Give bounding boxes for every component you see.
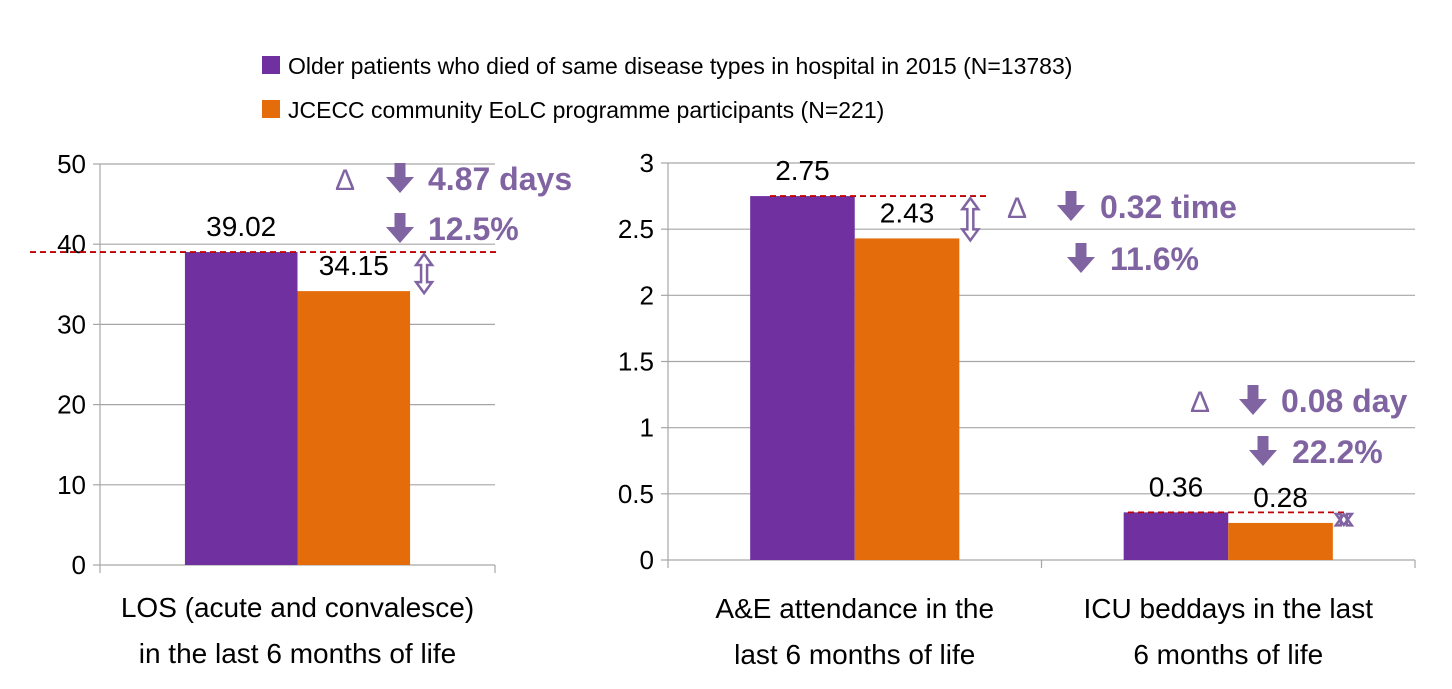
chart-los: 0 10 20 30 40 50 39.02 34.15 Δ 4.87 days 12.5% LOS … <box>30 149 572 669</box>
y-tick-label: 1.5 <box>618 347 654 377</box>
change-label: 4.87 days <box>428 161 572 197</box>
data-label: 0.36 <box>1149 471 1204 502</box>
category-label: A&E attendance in the <box>715 593 994 624</box>
decrease-arrow-icon <box>1249 436 1277 466</box>
y-tick-label: 50 <box>57 149 86 179</box>
percent-label: 22.2% <box>1292 434 1383 470</box>
data-label: 2.43 <box>880 197 935 228</box>
y-tick-label: 10 <box>57 470 86 500</box>
bar-hospital <box>750 196 855 561</box>
y-tick-label: 0 <box>640 545 654 575</box>
difference-arrow <box>959 195 981 243</box>
bar-hospital <box>1123 512 1229 560</box>
y-tick-label: 0 <box>72 550 86 580</box>
y-tick-label: 0.5 <box>618 479 654 509</box>
category-label: in the last 6 months of life <box>139 638 457 669</box>
decrease-arrow-icon <box>386 163 414 193</box>
change-label: 0.32 time <box>1100 189 1237 225</box>
chart-ae-icu: 0 0.5 1 1.5 2 2.5 3 2.75 2.43 Δ 0.32 time 11.6% A&E … <box>618 148 1416 670</box>
decrease-arrow-icon <box>1057 191 1085 221</box>
bar-hospital <box>184 252 298 565</box>
percent-label: 12.5% <box>428 211 519 247</box>
legend-swatch-hospital <box>262 56 280 74</box>
category-label: last 6 months of life <box>734 639 975 670</box>
difference-arrow <box>413 251 435 296</box>
y-tick-label: 40 <box>57 229 86 259</box>
category-label: ICU beddays in the last <box>1084 593 1374 624</box>
delta-symbol: Δ <box>335 164 355 197</box>
delta-symbol: Δ <box>1007 192 1027 225</box>
data-label: 2.75 <box>775 155 830 186</box>
bar-jcecc <box>854 238 960 560</box>
category-label: LOS (acute and convalesce) <box>121 592 474 623</box>
delta-symbol: Δ <box>1190 386 1210 419</box>
percent-label: 11.6% <box>1110 241 1199 277</box>
y-tick-label: 3 <box>640 148 654 178</box>
data-label: 39.02 <box>206 211 276 242</box>
difference-arrow <box>1333 512 1355 528</box>
y-tick-label: 20 <box>57 390 86 420</box>
y-tick-label: 30 <box>57 309 86 339</box>
change-label: 0.08 day <box>1281 383 1408 419</box>
y-tick-label: 2 <box>640 280 654 310</box>
bar-jcecc <box>297 291 411 565</box>
y-tick-label: 2.5 <box>618 214 654 244</box>
decrease-arrow-icon <box>386 213 414 243</box>
legend-swatch-jcecc <box>262 100 280 118</box>
bar-jcecc <box>1228 522 1333 560</box>
legend: Older patients who died of same disease … <box>262 53 1072 123</box>
decrease-arrow-icon <box>1067 243 1095 273</box>
legend-label-jcecc: JCECC community EoLC programme participa… <box>288 97 884 123</box>
data-label: 0.28 <box>1253 482 1308 513</box>
y-tick-label: 1 <box>640 413 654 443</box>
legend-label-hospital: Older patients who died of same disease … <box>288 53 1072 79</box>
category-label: 6 months of life <box>1133 639 1323 670</box>
data-label: 34.15 <box>319 250 389 281</box>
decrease-arrow-icon <box>1239 385 1267 415</box>
